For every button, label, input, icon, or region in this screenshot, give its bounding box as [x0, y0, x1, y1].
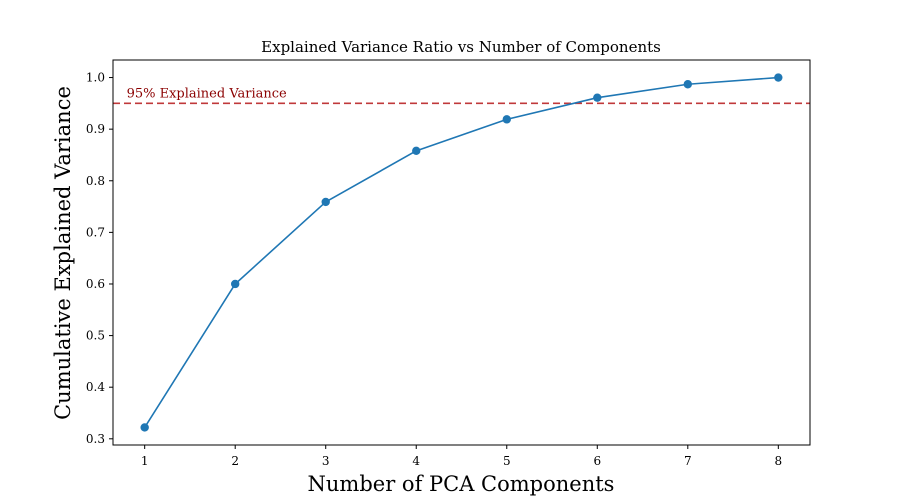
x-tick-label: 8 [774, 454, 782, 468]
reference-line-group: 95% Explained Variance [113, 86, 810, 105]
data-point [231, 279, 240, 289]
data-point [412, 146, 421, 156]
y-axis-ticks: 0.3 0.4 0.5 0.6 0.7 0.8 0.9 1.0 [86, 71, 113, 446]
series-line [144, 76, 779, 428]
data-point [683, 80, 692, 89]
y-tick-label: 0.3 [86, 432, 105, 446]
data-point [140, 423, 149, 432]
data-point [502, 115, 511, 124]
x-tick-label: 6 [593, 454, 601, 468]
x-tick-label: 4 [412, 454, 420, 468]
y-tick-label: 0.6 [86, 277, 105, 291]
y-tick-label: 0.5 [86, 329, 105, 343]
plot-area-frame [112, 59, 811, 446]
chart-title: Explained Variance Ratio vs Number of Co… [261, 38, 661, 56]
x-tick-label: 3 [322, 454, 330, 468]
x-tick-label: 5 [503, 454, 511, 468]
x-tick-label: 7 [684, 454, 692, 468]
y-tick-label: 1.0 [86, 71, 105, 85]
y-tick-label: 0.8 [86, 174, 105, 188]
data-point [321, 197, 330, 207]
x-axis-label: Number of PCA Components [308, 472, 615, 496]
y-axis-label: Cumulative Explained Variance [51, 86, 75, 420]
y-tick-label: 0.9 [86, 122, 105, 136]
y-tick-label: 0.4 [86, 380, 105, 394]
x-axis-ticks: 1 2 3 4 5 6 7 8 [141, 445, 782, 468]
x-tick-label: 1 [141, 454, 149, 468]
y-tick-label: 0.7 [86, 225, 105, 239]
reference-line-label: 95% Explained Variance [127, 86, 287, 101]
data-point [593, 93, 602, 102]
data-point [774, 73, 783, 82]
series-group [140, 73, 783, 432]
x-tick-label: 2 [231, 454, 239, 468]
